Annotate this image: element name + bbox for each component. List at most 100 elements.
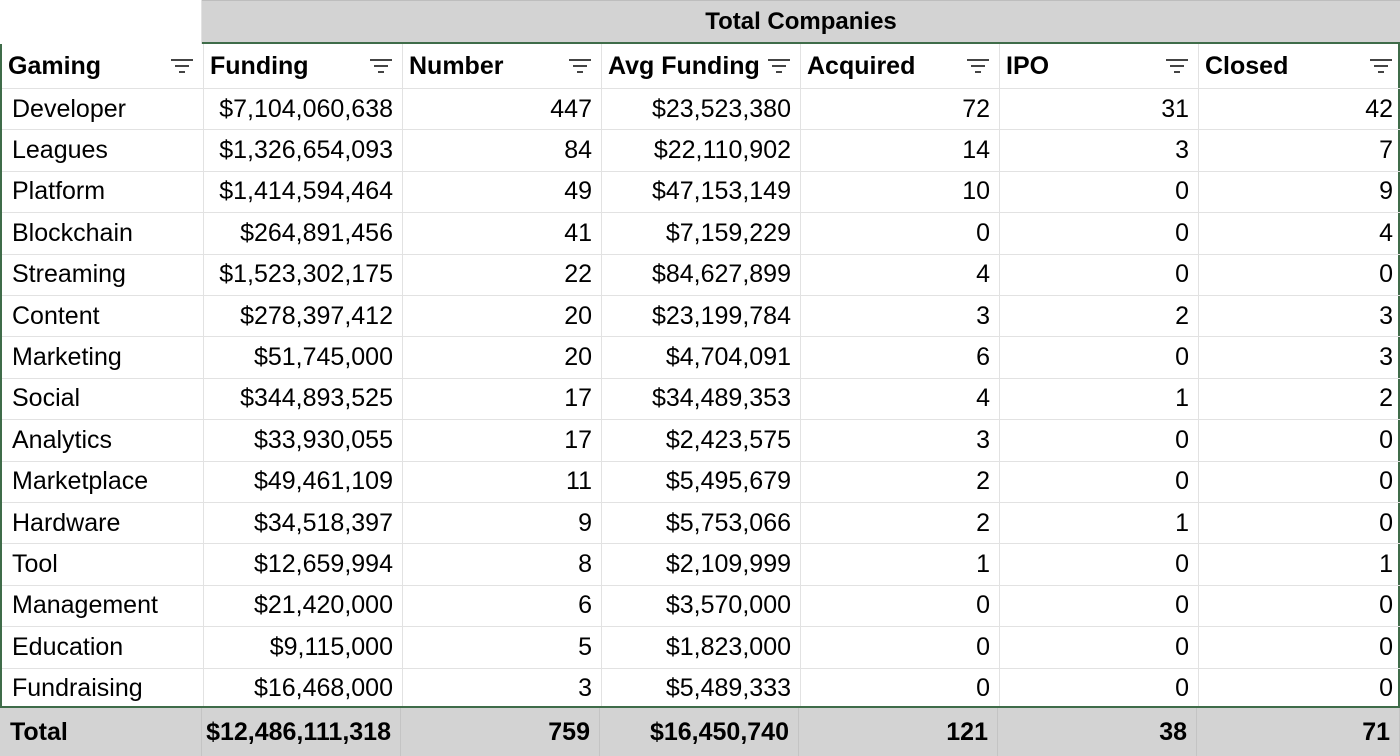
ipo-cell[interactable]: 0 [1000, 461, 1199, 503]
funding-cell[interactable]: $49,461,109 [204, 461, 403, 503]
avg-funding-cell[interactable]: $3,570,000 [602, 585, 801, 628]
category-cell[interactable]: Blockchain [2, 213, 204, 255]
category-cell[interactable]: Marketplace [2, 461, 204, 503]
number-cell[interactable]: 17 [403, 420, 602, 462]
acquired-cell[interactable]: 2 [801, 503, 1000, 545]
category-cell[interactable]: Hardware [2, 503, 204, 545]
funding-cell[interactable]: $1,414,594,464 [204, 171, 403, 214]
funding-cell[interactable]: $34,518,397 [204, 503, 403, 545]
number-cell[interactable]: 5 [403, 627, 602, 669]
category-cell[interactable]: Education [2, 627, 204, 669]
closed-cell[interactable]: 4 [1199, 213, 1400, 255]
filter-icon[interactable] [1368, 56, 1394, 76]
category-cell[interactable]: Analytics [2, 420, 204, 462]
acquired-cell[interactable]: 4 [801, 378, 1000, 421]
total-funding-cell[interactable]: $12,486,111,318 [202, 708, 401, 756]
closed-cell[interactable]: 1 [1199, 544, 1400, 586]
category-cell[interactable]: Developer [2, 89, 204, 131]
funding-cell[interactable]: $1,326,654,093 [204, 130, 403, 172]
total-avg-funding-cell[interactable]: $16,450,740 [600, 708, 799, 756]
total-acquired-cell[interactable]: 121 [799, 708, 998, 756]
funding-cell[interactable]: $278,397,412 [204, 296, 403, 338]
closed-cell[interactable]: 42 [1199, 89, 1400, 131]
closed-cell[interactable]: 0 [1199, 462, 1400, 503]
avg-funding-cell[interactable]: $34,489,353 [602, 378, 801, 421]
avg-funding-cell[interactable]: $1,823,000 [602, 627, 801, 669]
closed-cell[interactable]: 0 [1199, 669, 1400, 710]
avg-funding-cell[interactable]: $23,523,380 [602, 89, 801, 131]
total-ipo-cell[interactable]: 38 [998, 708, 1197, 756]
closed-cell[interactable]: 0 [1199, 255, 1400, 296]
filter-icon[interactable] [965, 56, 991, 76]
category-cell[interactable]: Platform [2, 171, 204, 214]
category-cell[interactable]: Streaming [2, 254, 204, 296]
acquired-cell[interactable]: 0 [801, 213, 1000, 255]
acquired-cell[interactable]: 14 [801, 130, 1000, 172]
category-cell[interactable]: Content [2, 296, 204, 338]
closed-cell[interactable]: 7 [1199, 130, 1400, 172]
acquired-cell[interactable]: 0 [801, 585, 1000, 628]
number-cell[interactable]: 11 [403, 461, 602, 503]
number-cell[interactable]: 22 [403, 254, 602, 296]
category-cell[interactable]: Fundraising [2, 668, 204, 710]
acquired-cell[interactable]: 3 [801, 420, 1000, 462]
acquired-cell[interactable]: 0 [801, 627, 1000, 669]
closed-cell[interactable]: 0 [1199, 627, 1400, 669]
ipo-cell[interactable]: 31 [1000, 89, 1199, 131]
closed-cell[interactable]: 3 [1199, 296, 1400, 338]
ipo-cell[interactable]: 1 [1000, 503, 1199, 545]
number-cell[interactable]: 8 [403, 544, 602, 586]
number-cell[interactable]: 49 [403, 171, 602, 214]
ipo-cell[interactable]: 1 [1000, 378, 1199, 421]
avg-funding-cell[interactable]: $22,110,902 [602, 130, 801, 172]
filter-icon[interactable] [368, 56, 394, 76]
number-cell[interactable]: 9 [403, 503, 602, 545]
acquired-cell[interactable]: 0 [801, 668, 1000, 710]
avg-funding-cell[interactable]: $4,704,091 [602, 337, 801, 379]
ipo-cell[interactable]: 0 [1000, 254, 1199, 296]
number-cell[interactable]: 20 [403, 296, 602, 338]
avg-funding-cell[interactable]: $23,199,784 [602, 296, 801, 338]
number-cell[interactable]: 17 [403, 378, 602, 421]
avg-funding-cell[interactable]: $2,109,999 [602, 544, 801, 586]
number-cell[interactable]: 6 [403, 585, 602, 628]
avg-funding-cell[interactable]: $7,159,229 [602, 213, 801, 255]
funding-cell[interactable]: $344,893,525 [204, 378, 403, 421]
funding-cell[interactable]: $264,891,456 [204, 213, 403, 255]
table-title[interactable]: Total Companies [202, 0, 1400, 44]
avg-funding-cell[interactable]: $5,495,679 [602, 461, 801, 503]
number-cell[interactable]: 447 [403, 89, 602, 131]
closed-cell[interactable]: 9 [1199, 172, 1400, 214]
number-cell[interactable]: 84 [403, 130, 602, 172]
closed-cell[interactable]: 3 [1199, 337, 1400, 379]
header-number[interactable]: Number [403, 44, 602, 89]
category-cell[interactable]: Marketing [2, 337, 204, 379]
ipo-cell[interactable]: 0 [1000, 171, 1199, 214]
acquired-cell[interactable]: 4 [801, 254, 1000, 296]
total-number-cell[interactable]: 759 [401, 708, 600, 756]
avg-funding-cell[interactable]: $2,423,575 [602, 420, 801, 462]
closed-cell[interactable]: 0 [1199, 503, 1400, 545]
funding-cell[interactable]: $51,745,000 [204, 337, 403, 379]
header-ipo[interactable]: IPO [1000, 44, 1199, 89]
funding-cell[interactable]: $16,468,000 [204, 668, 403, 710]
filter-icon[interactable] [766, 56, 792, 76]
header-acquired[interactable]: Acquired [801, 44, 1000, 89]
filter-icon[interactable] [567, 56, 593, 76]
funding-cell[interactable]: $21,420,000 [204, 585, 403, 628]
ipo-cell[interactable]: 0 [1000, 420, 1199, 462]
avg-funding-cell[interactable]: $47,153,149 [602, 171, 801, 214]
filter-icon[interactable] [1164, 56, 1190, 76]
filter-icon[interactable] [169, 56, 195, 76]
ipo-cell[interactable]: 0 [1000, 544, 1199, 586]
closed-cell[interactable]: 2 [1199, 379, 1400, 421]
funding-cell[interactable]: $1,523,302,175 [204, 254, 403, 296]
acquired-cell[interactable]: 10 [801, 171, 1000, 214]
header-gaming[interactable]: Gaming [2, 44, 204, 89]
total-label-cell[interactable]: Total [0, 708, 202, 756]
avg-funding-cell[interactable]: $5,753,066 [602, 503, 801, 545]
category-cell[interactable]: Leagues [2, 130, 204, 172]
header-closed[interactable]: Closed [1199, 44, 1400, 89]
ipo-cell[interactable]: 2 [1000, 296, 1199, 338]
acquired-cell[interactable]: 3 [801, 296, 1000, 338]
